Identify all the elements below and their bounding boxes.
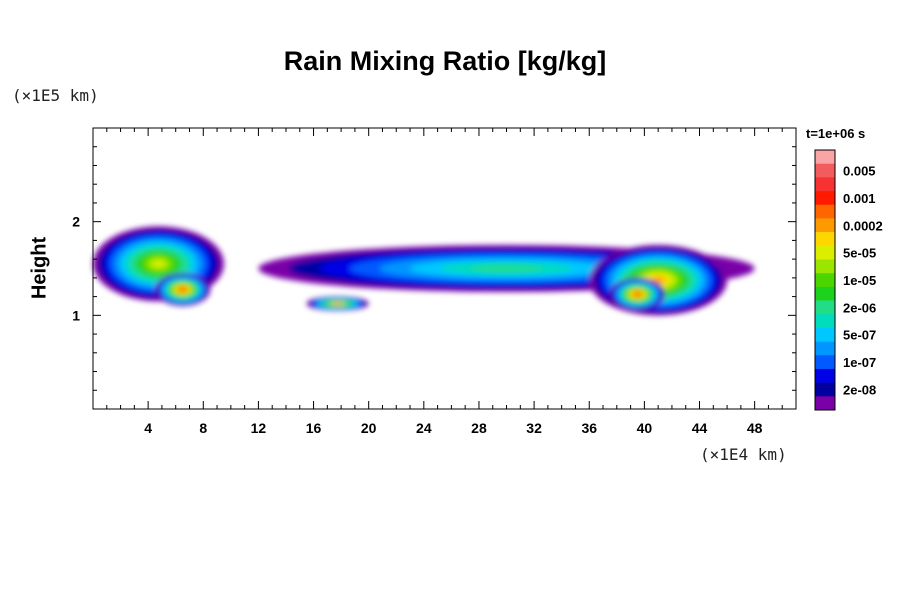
colorbar-swatch <box>815 341 835 356</box>
field-contour <box>180 288 185 292</box>
colorbar-swatch <box>815 396 835 411</box>
colorbar-swatch <box>815 218 835 233</box>
y-axis: 12 <box>72 146 796 391</box>
x-tick-label: 16 <box>306 420 322 436</box>
colorbar-swatch <box>815 204 835 219</box>
colorbar-label: 2e-06 <box>843 300 876 315</box>
colorbar-label: 5e-05 <box>843 246 876 261</box>
colorbar-label: 0.001 <box>843 191 876 206</box>
colorbar-swatch <box>815 245 835 260</box>
field-contour <box>652 277 664 284</box>
colorbar-swatch <box>815 382 835 397</box>
colorbar-label: 1e-05 <box>843 273 876 288</box>
colorbar-label: 2e-08 <box>843 382 876 397</box>
x-tick-label: 12 <box>251 420 267 436</box>
colorbar-label: 1e-07 <box>843 355 876 370</box>
colorbar-frame <box>814 149 836 411</box>
colorbar-swatch <box>815 314 835 329</box>
colorbar-label: 0.005 <box>843 164 876 179</box>
x-tick-label: 20 <box>361 420 377 436</box>
colorbar-swatch <box>815 177 835 192</box>
chart-title: Rain Mixing Ratio [kg/kg] <box>283 46 607 76</box>
colorbar-swatch <box>815 273 835 288</box>
time-label: t=1e+06 s <box>806 126 866 141</box>
rain-field <box>93 226 755 316</box>
x-tick-label: 36 <box>581 420 597 436</box>
colorbar: 0.005 0.001 0.0002 5e-05 1e-05 2e-06 5e-07 1e-0… <box>814 149 883 411</box>
x-tick-label: 44 <box>692 420 708 436</box>
field-contour <box>152 260 165 268</box>
x-tick-label: 4 <box>144 420 152 436</box>
x-axis: 4 8 12 16 20 24 28 32 36 40 44 48 <box>92 128 797 436</box>
colorbar-swatch <box>815 300 835 315</box>
colorbar-label: 5e-07 <box>843 328 876 343</box>
y-tick-label: 1 <box>72 307 80 323</box>
plot-frame <box>92 127 797 410</box>
field-contour <box>335 302 341 306</box>
x-tick-label: 28 <box>471 420 487 436</box>
field-contour <box>635 292 640 296</box>
x-tick-label: 24 <box>416 420 432 436</box>
colorbar-swatch <box>815 163 835 178</box>
colorbar-label: 0.0002 <box>843 218 883 233</box>
x-tick-label: 32 <box>526 420 542 436</box>
colorbar-swatch <box>815 327 835 342</box>
colorbar-swatch <box>815 286 835 301</box>
x-tick-label: 48 <box>747 420 763 436</box>
colorbar-swatch <box>815 368 835 383</box>
colorbar-swatch <box>815 191 835 206</box>
x-axis-unit: (×1E4 km) <box>700 445 787 464</box>
colorbar-swatch <box>815 259 835 274</box>
colorbar-swatch <box>815 232 835 247</box>
colorbar-swatch <box>815 150 835 164</box>
field-contour <box>470 265 543 272</box>
y-axis-unit: (×1E5 km) <box>12 86 99 105</box>
colorbar-swatch <box>815 355 835 370</box>
x-tick-label: 40 <box>637 420 653 436</box>
y-tick-label: 2 <box>72 214 80 230</box>
x-tick-label: 8 <box>199 420 207 436</box>
